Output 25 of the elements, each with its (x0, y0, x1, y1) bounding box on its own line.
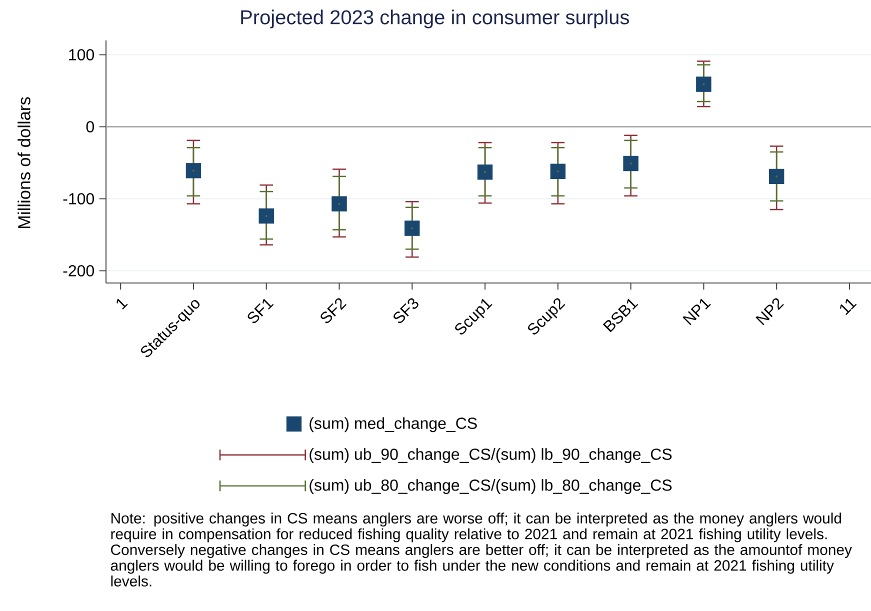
point (768, 168, 784, 184)
legend-label: (sum) ub_90_change_CS/(sum) lb_90_change_CS (310, 448, 672, 464)
y-tick-label: -100 (63, 193, 94, 204)
y-axis-title: Millions of dollars (18, 97, 30, 228)
legend-label: (sum) med_change_CS (310, 417, 477, 432)
point (696, 76, 712, 92)
y-tick-label: 100 (69, 49, 94, 60)
x-tick-label: NP1 (682, 298, 711, 326)
x-tick-label: 11 (840, 298, 857, 315)
chart-title: Projected 2023 change in consumer surplus (241, 10, 629, 28)
point (332, 196, 347, 212)
point (477, 164, 493, 180)
point (186, 163, 202, 178)
x-tick-label: SF1 (248, 298, 274, 324)
y-tick-label: 0 (86, 121, 94, 132)
x-tick-label: SF2 (320, 298, 347, 324)
x-tick-label: SF3 (394, 298, 418, 324)
x-tick-label: 1 (116, 298, 128, 310)
point (623, 156, 638, 172)
point (404, 220, 420, 236)
text: Note: positive changes in CS means anglers are worse off; it can be interpreted as the money anglers would require in compensation for reduced fishing quality relative to 2021 and remain at 2021 fishing utility levels. Conversely negative changes in CS means anglers are better off; it can be interpreted as the amountof money anglers would be willing to forego in order to fish under the new conditions and remain at 2021 fishing utility levels. (110, 512, 852, 586)
point (550, 164, 566, 179)
y-tick-label: -200 (63, 265, 94, 276)
point (258, 208, 274, 224)
legend-label: (sum) ub_80_change_CS/(sum) lb_80_change_CS (310, 479, 672, 494)
